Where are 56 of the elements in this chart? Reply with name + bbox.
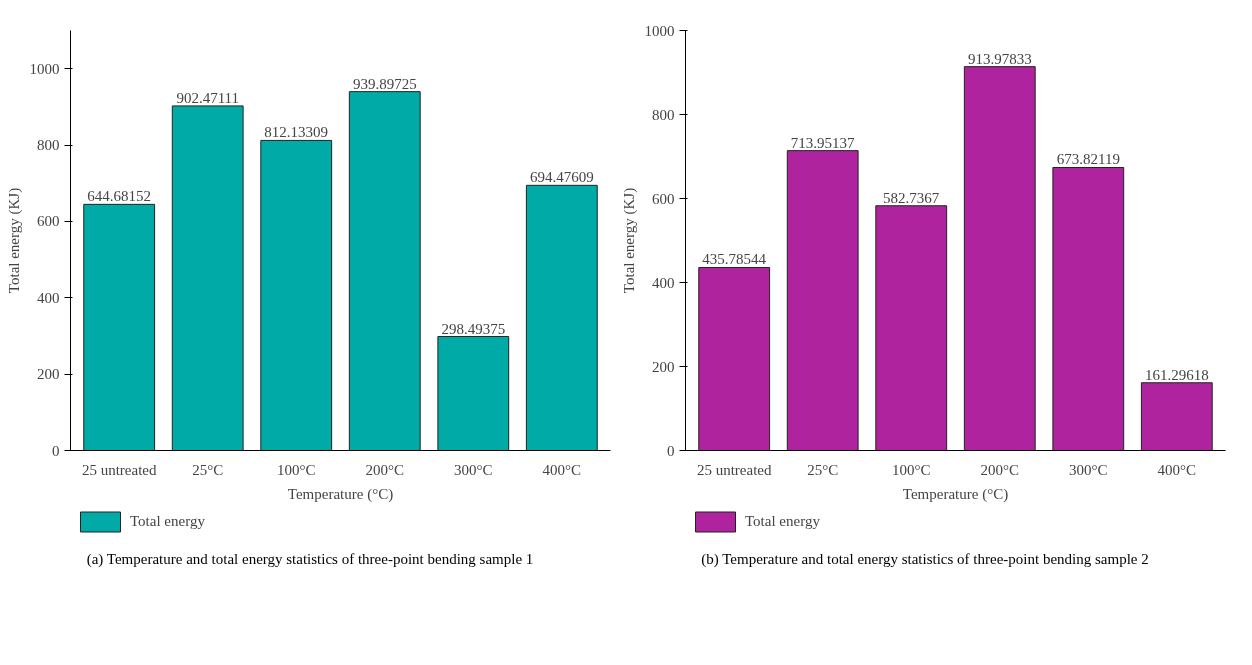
y-tick-label: 800 <box>652 106 675 123</box>
text: (b) Temperature and total energy statistics of three-point bending sample 2 <box>701 550 1149 569</box>
y-tick-label: 600 <box>652 190 675 207</box>
bar <box>171 105 244 451</box>
x-tick-label: 200°C <box>365 461 405 478</box>
x-tick-label: 200°C <box>980 461 1020 478</box>
bar <box>525 184 598 451</box>
y-tick-label: 200 <box>652 358 675 375</box>
y-tick-label: 0 <box>52 442 60 459</box>
data-label: 644.68152 <box>87 188 152 205</box>
y-tick-label: 800 <box>37 137 60 154</box>
x-tick-label: 25 untreated <box>696 461 772 478</box>
y-axis-title: Total energy (KJ) <box>620 187 638 294</box>
x-tick-label: 400°C <box>542 461 582 478</box>
data-label: 902.47111 <box>176 89 240 106</box>
data-label: 161.29618 <box>1144 366 1209 383</box>
x-tick-label: 100°C <box>891 461 931 478</box>
data-label: 812.13309 <box>264 124 329 141</box>
legend-label: Total energy <box>130 513 205 530</box>
data-label: 913.97833 <box>967 50 1032 67</box>
x-tick-label: 300°C <box>1069 461 1108 478</box>
bar <box>698 266 771 451</box>
text: (a) Temperature and total energy statistics of three-point bending sample 1 <box>86 550 534 569</box>
y-tick-label: 200 <box>37 366 60 383</box>
x-tick-label: 300°C <box>454 461 493 478</box>
x-tick-label: 25°C <box>192 461 224 478</box>
y-tick-label: 1000 <box>29 60 60 77</box>
bar <box>1052 167 1125 451</box>
bar <box>963 66 1036 451</box>
data-label: 713.95137 <box>790 134 856 151</box>
data-label: 435.78544 <box>702 251 767 268</box>
data-label: 582.7367 <box>883 189 940 206</box>
bar <box>260 139 333 451</box>
x-tick-label: 25°C <box>807 461 839 478</box>
y-tick-label: 1000 <box>644 22 675 39</box>
y-tick-label: 400 <box>37 289 60 306</box>
x-tick-label: 100°C <box>276 461 316 478</box>
bar <box>875 205 948 451</box>
legend-label: Total energy <box>745 513 820 530</box>
bar <box>348 91 421 451</box>
x-axis-title: Temperature (°C) <box>902 485 1009 503</box>
bar <box>437 336 510 451</box>
bar <box>786 150 859 451</box>
x-axis-title: Temperature (°C) <box>287 485 394 503</box>
data-label: 694.47609 <box>529 169 594 186</box>
y-tick-label: 0 <box>667 442 675 459</box>
bar <box>83 203 156 451</box>
x-tick-label: 25 untreated <box>81 461 157 478</box>
data-label: 298.49375 <box>441 320 506 337</box>
y-axis-title: Total energy (KJ) <box>5 187 23 294</box>
y-tick-label: 400 <box>652 274 675 291</box>
y-tick-label: 600 <box>37 213 60 230</box>
data-label: 673.82119 <box>1056 151 1120 168</box>
x-tick-label: 400°C <box>1157 461 1197 478</box>
data-label: 939.89725 <box>352 75 417 92</box>
bar <box>1140 382 1213 451</box>
